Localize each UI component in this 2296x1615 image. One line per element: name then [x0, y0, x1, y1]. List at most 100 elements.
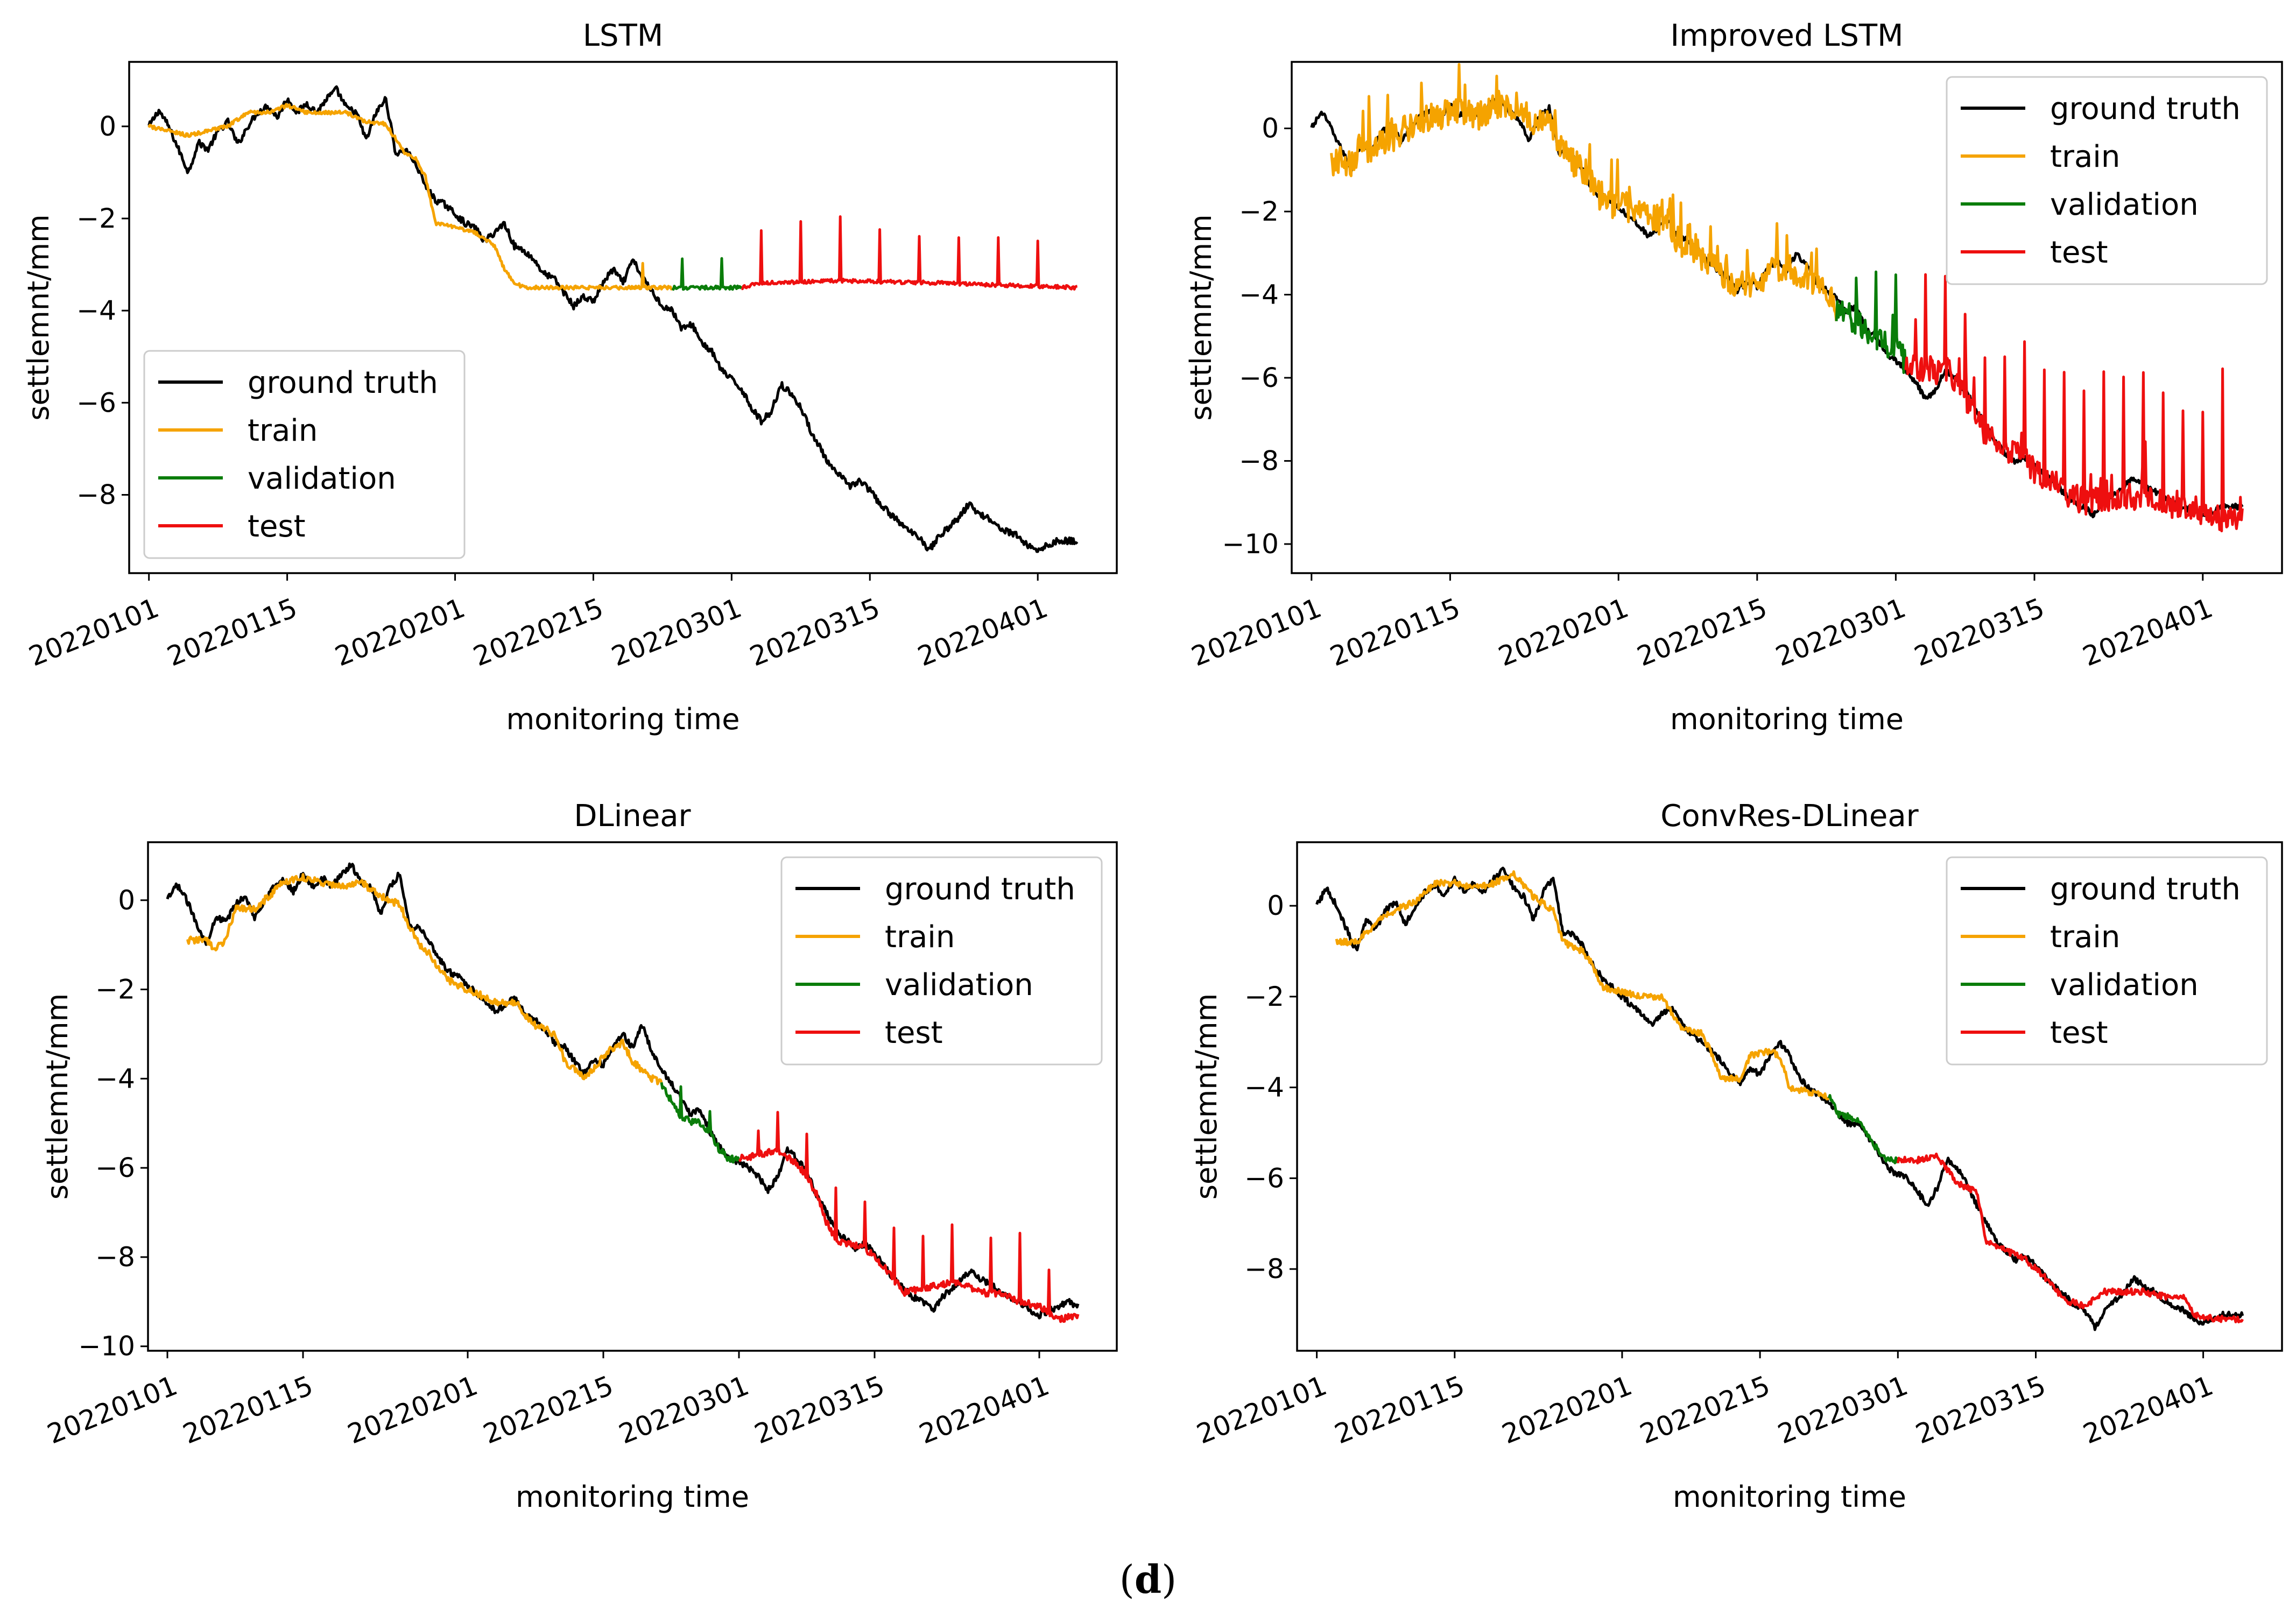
x-tick-label: 20220101	[1192, 1370, 1331, 1450]
y-tick-label: −4	[95, 1063, 135, 1094]
x-tick-label: 20220301	[615, 1370, 753, 1450]
legend-label: train	[2050, 920, 2120, 955]
x-tick-label: 20220215	[1636, 1370, 1774, 1450]
legend: ground truth train validation test	[1946, 856, 2268, 1066]
legend-label: test	[2050, 1015, 2108, 1050]
axes-frame	[1291, 61, 2283, 574]
legend: ground truth train validation test	[143, 350, 466, 559]
y-tick-label: −4	[1244, 1072, 1284, 1103]
panel-improved-lstm: Improved LSTM 0 −2 −4 −6 −8 −10 settlemnt/mm 202…	[1184, 18, 2283, 736]
x-tick-label: 20220101	[24, 592, 163, 672]
legend: ground truth train validation test	[780, 856, 1103, 1066]
legend-label: validation	[248, 461, 396, 496]
y-axis-label: settlemnt/mm	[22, 214, 55, 420]
chart-title: ConvRes-DLinear	[1660, 799, 1919, 834]
legend-box	[1946, 856, 2268, 1066]
y-axis-label: settlemnt/mm	[1184, 214, 1218, 420]
x-axis-label: monitoring time	[506, 702, 740, 736]
y-tick-label: 0	[118, 885, 135, 916]
legend-label: ground truth	[885, 872, 1075, 907]
series-train-line	[1330, 63, 1838, 321]
panel-lstm: LSTM 0 −2 −4 −6 −8 settlemnt/mm 20220101 2022011…	[22, 18, 1118, 736]
axes-frame	[128, 61, 1118, 574]
x-axis-label: monitoring time	[1670, 702, 1904, 736]
x-tick-label: 20220201	[1494, 592, 1633, 672]
legend-label: ground truth	[2050, 91, 2241, 126]
x-tick-label: 20220101	[43, 1370, 182, 1450]
y-tick-label: −8	[76, 479, 116, 511]
x-tick-label: 20220115	[1326, 592, 1464, 672]
y-tick-label: 0	[99, 111, 116, 142]
x-tick-label: 20220115	[163, 592, 301, 672]
y-tick-label: −10	[1222, 528, 1279, 560]
series-ground-truth-line	[147, 85, 1079, 553]
x-tick-label: 20220215	[469, 592, 608, 672]
x-tick-label: 20220201	[1498, 1370, 1637, 1450]
legend-box	[143, 350, 466, 559]
legend-label: validation	[885, 968, 1033, 1003]
x-tick-label: 20220115	[1330, 1370, 1469, 1450]
legend-label: ground truth	[2050, 872, 2241, 907]
series-train-line	[1335, 870, 1830, 1101]
legend-label: validation	[2050, 187, 2199, 222]
legend-label: test	[248, 509, 306, 544]
legend-label: test	[885, 1015, 943, 1050]
x-tick-label: 20220201	[330, 592, 469, 672]
series-train-line	[147, 103, 674, 291]
y-tick-label: −2	[1244, 981, 1284, 1012]
legend-box	[1946, 76, 2268, 285]
x-tick-label: 20220201	[343, 1370, 482, 1450]
y-tick-label: −2	[1239, 196, 1279, 227]
x-tick-label: 20220215	[479, 1370, 618, 1450]
x-tick-label: 20220315	[750, 1370, 889, 1450]
y-tick-label: −8	[95, 1242, 135, 1273]
legend: ground truth train validation test	[1946, 76, 2268, 285]
legend-label: test	[2050, 235, 2108, 270]
y-tick-label: 0	[1262, 113, 1279, 144]
x-tick-label: 20220301	[1771, 592, 1910, 672]
y-tick-label: −2	[76, 203, 116, 234]
plot-area	[1310, 63, 2244, 533]
x-axis-label: monitoring time	[1673, 1480, 1906, 1514]
series-test-line	[738, 1111, 1080, 1323]
y-tick-label: −6	[76, 387, 116, 418]
y-tick-label: −4	[1239, 279, 1279, 311]
y-tick-label: −8	[1244, 1253, 1284, 1285]
x-tick-label: 20220401	[913, 592, 1052, 672]
axes-frame	[147, 841, 1118, 1352]
axes-frame	[1296, 841, 2283, 1352]
legend-label: ground truth	[248, 365, 438, 400]
legend-label: validation	[2050, 968, 2199, 1003]
x-tick-label: 20220115	[179, 1370, 318, 1450]
legend-box	[780, 856, 1103, 1066]
legend-label: train	[885, 920, 955, 955]
y-tick-label: 0	[1267, 890, 1284, 921]
y-tick-label: −10	[78, 1331, 135, 1362]
x-tick-label: 20220101	[1187, 592, 1326, 672]
x-tick-label: 20220215	[1633, 592, 1772, 672]
x-tick-label: 20220315	[1910, 592, 2049, 672]
x-tick-label: 20220401	[2079, 1370, 2217, 1450]
x-tick-label: 20220401	[2079, 592, 2217, 672]
y-tick-label: −8	[1239, 445, 1279, 476]
y-tick-label: −6	[95, 1152, 135, 1183]
panel-dlinear: DLinear0−2−4−6−8−10settlemnt/mm202201012…	[40, 799, 1118, 1514]
plot-area	[1315, 866, 2244, 1331]
chart-title: LSTM	[583, 18, 663, 53]
y-tick-label: −6	[1239, 362, 1279, 393]
x-tick-label: 20220301	[1773, 1370, 1912, 1450]
series-test-line	[1904, 273, 2244, 533]
y-tick-label: −4	[76, 295, 116, 326]
legend-label: train	[248, 413, 318, 448]
x-tick-label: 20220315	[1911, 1370, 2050, 1450]
x-tick-label: 20220401	[915, 1370, 1054, 1450]
series-test-line	[741, 215, 1078, 291]
figure-caption: (d)	[1119, 1556, 1177, 1602]
y-axis-label: settlemnt/mm	[40, 993, 74, 1200]
legend-label: train	[2050, 139, 2120, 174]
chart-title: Improved LSTM	[1671, 18, 1904, 53]
series-test-line	[1896, 1152, 2244, 1324]
y-tick-label: −2	[95, 974, 135, 1005]
panel-convres-dlinear: ConvRes-DLinear 0 −2 −4 −6 −8 settlemnt/mm 2022…	[1189, 799, 2283, 1514]
